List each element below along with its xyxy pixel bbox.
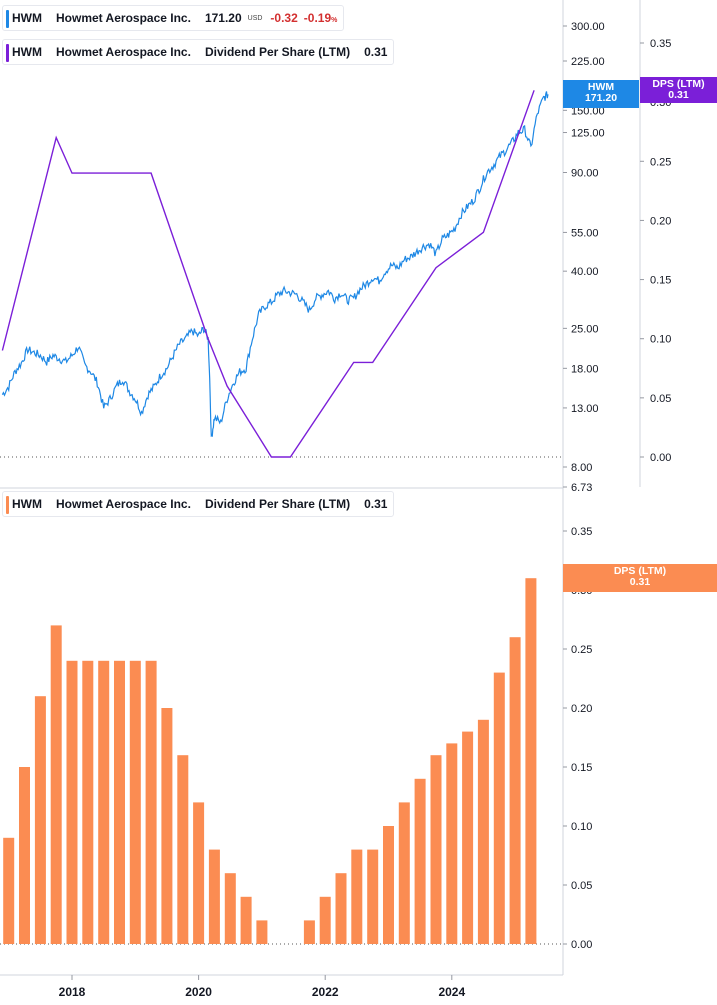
dps-bar [398,802,410,944]
dps-legend-bottom[interactable]: HWM Howmet Aerospace Inc. Dividend Per S… [2,491,395,517]
time-tick-label: 2022 [312,985,339,999]
dps-bar [240,896,252,944]
dps-legend-top[interactable]: HWM Howmet Aerospace Inc. Dividend Per S… [2,39,395,65]
legend-metric: Dividend Per Share (LTM) [204,497,351,511]
legend-company-name: Howmet Aerospace Inc. [56,45,191,59]
dps-bar [430,755,442,944]
price-tick-label: 150.00 [571,105,605,117]
dps-bar [493,672,505,944]
dps-bar [129,660,141,944]
price-legend[interactable]: HWM Howmet Aerospace Inc. 171.20 USD -0.… [2,5,345,31]
dps-bar [193,802,205,944]
dps-bar [367,849,379,944]
dps-bar [19,767,30,944]
legend-metric: Dividend Per Share (LTM) [204,45,351,59]
dps-bar [351,849,363,944]
dps-bar [66,660,78,944]
price-tick-label: 225.00 [571,56,605,68]
legend-value: 0.31 [364,497,388,511]
dps-bar [34,696,46,944]
dps-bar [509,637,521,944]
dps-bar [256,920,268,944]
price-tick-label: 8.00 [571,462,592,474]
dps-bar [145,660,157,944]
bar-tick-label: 0.10 [571,821,592,833]
legend-change-pct: -0.19% [304,11,338,25]
price-tag-symbol: HWM [587,81,615,93]
dps-tag-bottom: DPS (LTM) 0.31 [563,564,717,592]
dps-tag-bottom-value: 0.31 [629,576,651,588]
price-tick-label: 40.00 [571,266,599,278]
price-tick-label: 6.73 [571,482,592,494]
dps-bar [303,920,315,944]
price-tick-label: 90.00 [571,167,599,179]
legend-price: 171.20 [204,11,242,25]
price-tick-label: 18.00 [571,363,599,375]
dps-bar [477,719,489,944]
price-tick-label: 13.00 [571,403,599,415]
time-tick-label: 2018 [59,985,86,999]
dps-tick-label: 0.15 [650,275,671,287]
dps-series-line [1,90,535,458]
legend-change: -0.32 [270,11,298,25]
dps-bar [114,660,125,944]
bar-tick-label: 0.25 [571,644,592,656]
dps-bar [224,873,236,944]
dps-tick-label: 0.00 [650,452,671,464]
bar-tick-label: 0.15 [571,762,592,774]
legend-currency: USD [247,14,263,22]
price-tag: HWM 171.20 [563,80,639,108]
time-tick-label: 2020 [185,985,212,999]
price-tick-label: 25.00 [571,323,599,335]
legend-change-pct-value: -0.19 [303,11,332,25]
price-tick-label: 125.00 [571,128,605,140]
time-tick-label: 2024 [438,985,465,999]
legend-value: 0.31 [364,45,388,59]
legend-symbol: HWM [12,497,42,511]
dps-bar [3,837,15,944]
dps-bar [161,708,173,944]
dps-bar [208,849,220,944]
dps-legend-bottom-swatch [6,496,9,514]
dps-tick-label: 0.05 [650,393,671,405]
dps-bar [335,873,347,944]
bar-tick-label: 0.35 [571,526,592,538]
dps-tag-top: DPS (LTM) 0.31 [640,77,717,103]
legend-symbol: HWM [12,11,42,25]
legend-pct-sign: % [331,17,338,24]
dps-bar [446,743,458,944]
dps-bar [525,578,537,944]
dps-bar [414,778,426,944]
price-tick-label: 55.00 [571,227,599,239]
bar-tick-label: 0.20 [571,703,592,715]
dps-legend-top-swatch [6,44,9,62]
price-series-line [1,91,549,438]
price-tag-value: 171.20 [584,92,618,104]
legend-company-name: Howmet Aerospace Inc. [56,11,191,25]
dps-bar [82,660,94,944]
dps-bar [177,755,189,944]
legend-company-name: Howmet Aerospace Inc. [56,497,191,511]
legend-symbol: HWM [12,45,42,59]
price-tick-label: 300.00 [571,21,605,33]
dps-tick-label: 0.35 [650,38,671,50]
bar-tick-label: 0.05 [571,880,592,892]
price-legend-swatch [6,10,9,28]
dps-tag-top-label: DPS (LTM) [652,78,705,90]
dps-bar [319,896,331,944]
dps-tag-bottom-label: DPS (LTM) [613,565,667,577]
dps-bar [383,826,394,944]
dps-bar [462,731,474,944]
dps-bar [98,660,110,944]
bar-tick-label: 0.00 [571,939,592,951]
dps-tick-label: 0.10 [650,334,671,346]
dps-tick-label: 0.20 [650,215,671,227]
dps-bar [50,625,62,944]
dps-tick-label: 0.25 [650,156,671,168]
dps-tag-top-value: 0.31 [668,89,689,101]
